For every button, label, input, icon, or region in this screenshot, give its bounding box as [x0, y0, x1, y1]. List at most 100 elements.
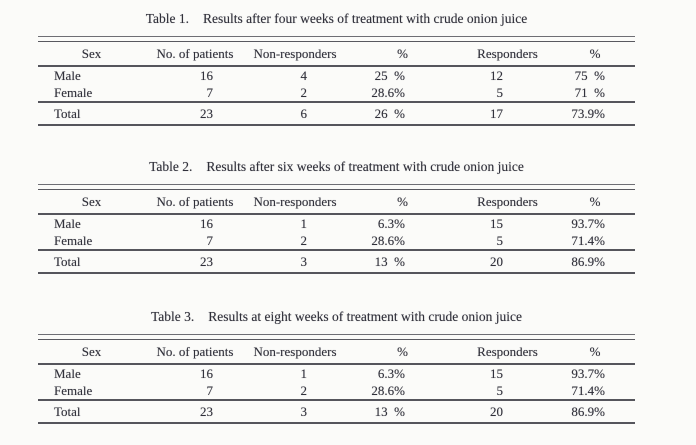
cell-sex: Total — [54, 404, 81, 419]
table-2-total-rule — [38, 249, 635, 251]
table-2-grid: Sex No. of patients Non-responders % Res… — [38, 184, 635, 274]
col-header-pct-2: % — [589, 344, 601, 359]
cell-pct-2: 71 % — [574, 85, 605, 100]
col-header-pct-2: % — [589, 194, 601, 209]
col-header-sex: Sex — [81, 344, 102, 359]
cell-patients: 7 — [206, 383, 214, 398]
table-3-header-row: Sex No. of patients Non-responders % Res… — [38, 340, 635, 363]
col-header-responders: Responders — [477, 194, 538, 209]
cell-pct-1: 6.3% — [377, 366, 405, 381]
cell-patients: 23 — [200, 254, 213, 269]
col-header-pct-2: % — [589, 46, 601, 61]
table-2-bottom-rule — [38, 272, 635, 274]
col-header-sex: Sex — [81, 46, 102, 61]
cell-pct-1: 6.3% — [377, 216, 405, 231]
cell-nonresponders: 2 — [300, 383, 308, 398]
col-header-patients: No. of patients — [156, 344, 234, 359]
table-1-header-rule — [38, 65, 635, 67]
cell-nonresponders: 2 — [300, 233, 308, 248]
cell-patients: 7 — [206, 85, 214, 100]
cell-pct-2: 86.9% — [571, 404, 605, 419]
col-header-nonresponders: Non-responders — [253, 46, 337, 61]
cell-responders: 20 — [490, 404, 503, 419]
cell-pct-1: 28.6% — [371, 233, 405, 248]
table-1-row-male: Male 16 4 25 % 12 75 % — [38, 67, 635, 84]
table-1-caption-text: Results after four weeks of treatment wi… — [203, 11, 528, 26]
table-1-header-row: Sex No. of patients Non-responders % Res… — [38, 42, 635, 65]
cell-pct-2: 71.4% — [571, 383, 605, 398]
col-header-patients: No. of patients — [156, 194, 234, 209]
cell-sex: Female — [54, 85, 93, 100]
cell-nonresponders: 3 — [300, 404, 308, 419]
cell-pct-1: 28.6% — [371, 85, 405, 100]
table-3-total-rule — [38, 399, 635, 401]
table-3-header-rule — [38, 363, 635, 365]
table-3-row-female: Female 7 2 28.6% 5 71.4% — [38, 382, 635, 399]
cell-nonresponders: 6 — [300, 106, 308, 121]
col-header-pct-1: % — [397, 194, 408, 209]
col-header-responders: Responders — [477, 344, 538, 359]
cell-pct-1: 25 % — [374, 68, 405, 83]
cell-pct-1: 13 % — [374, 254, 405, 269]
table-3: Table 3. Results at eight weeks of treatm… — [38, 308, 635, 424]
cell-responders: 5 — [496, 383, 504, 398]
cell-patients: 23 — [200, 106, 213, 121]
table-2-row-female: Female 7 2 28.6% 5 71.4% — [38, 232, 635, 249]
cell-patients: 23 — [200, 404, 213, 419]
cell-pct-2: 71.4% — [571, 233, 605, 248]
col-header-nonresponders: Non-responders — [253, 344, 337, 359]
cell-patients: 7 — [206, 233, 214, 248]
table-3-bottom-rule — [38, 422, 635, 424]
table-1: Table 1. Results after four weeks of trea… — [38, 10, 635, 126]
table-2: Table 2. Results after six weeks of treat… — [38, 158, 635, 274]
table-1-caption: Table 1. Results after four weeks of trea… — [38, 10, 635, 28]
table-3-label: Table 3. — [150, 309, 195, 324]
table-1-grid: Sex No. of patients Non-responders % Res… — [38, 36, 635, 126]
cell-pct-2: 75 % — [574, 68, 605, 83]
table-2-row-male: Male 16 1 6.3% 15 93.7% — [38, 215, 635, 232]
table-3-row-total: Total 23 3 13 % 20 86.9% — [38, 401, 635, 422]
col-header-patients: No. of patients — [156, 46, 234, 61]
table-3-top-rule — [38, 334, 635, 340]
table-2-header-row: Sex No. of patients Non-responders % Res… — [38, 190, 635, 213]
table-1-top-rule — [38, 36, 635, 42]
cell-nonresponders: 1 — [300, 366, 308, 381]
table-3-caption-text: Results at eight weeks of treatment with… — [208, 309, 523, 324]
cell-sex: Total — [54, 254, 81, 269]
table-1-row-female: Female 7 2 28.6% 5 71 % — [38, 84, 635, 101]
cell-sex: Total — [54, 106, 81, 121]
cell-pct-2: 73.9% — [571, 106, 605, 121]
cell-nonresponders: 1 — [300, 216, 308, 231]
table-2-label: Table 2. — [149, 159, 193, 174]
table-1-bottom-rule — [38, 124, 635, 126]
cell-nonresponders: 3 — [300, 254, 308, 269]
table-2-caption: Table 2. Results after six weeks of treat… — [38, 158, 635, 176]
table-2-top-rule — [38, 184, 635, 190]
table-2-row-total: Total 23 3 13 % 20 86.9% — [38, 251, 635, 272]
cell-sex: Female — [54, 233, 93, 248]
cell-sex: Male — [54, 366, 81, 381]
cell-patients: 16 — [200, 366, 213, 381]
table-3-caption: Table 3. Results at eight weeks of treatm… — [38, 308, 635, 326]
table-1-total-rule — [38, 101, 635, 103]
cell-responders: 15 — [490, 216, 503, 231]
cell-pct-1: 13 % — [374, 404, 405, 419]
cell-responders: 12 — [490, 68, 503, 83]
cell-nonresponders: 4 — [300, 68, 308, 83]
col-header-responders: Responders — [477, 46, 538, 61]
table-3-row-male: Male 16 1 6.3% 15 93.7% — [38, 365, 635, 382]
cell-patients: 16 — [200, 216, 213, 231]
cell-pct-2: 93.7% — [571, 366, 605, 381]
cell-sex: Male — [54, 68, 81, 83]
cell-pct-1: 28.6% — [371, 383, 405, 398]
cell-responders: 20 — [490, 254, 503, 269]
table-2-caption-text: Results after six weeks of treatment wit… — [206, 159, 524, 174]
cell-nonresponders: 2 — [300, 85, 308, 100]
table-1-row-total: Total 23 6 26 % 17 73.9% — [38, 103, 635, 124]
cell-sex: Female — [54, 383, 93, 398]
cell-responders: 17 — [490, 106, 503, 121]
cell-pct-2: 86.9% — [571, 254, 605, 269]
cell-pct-2: 93.7% — [571, 216, 605, 231]
table-1-label: Table 1. — [145, 11, 189, 26]
